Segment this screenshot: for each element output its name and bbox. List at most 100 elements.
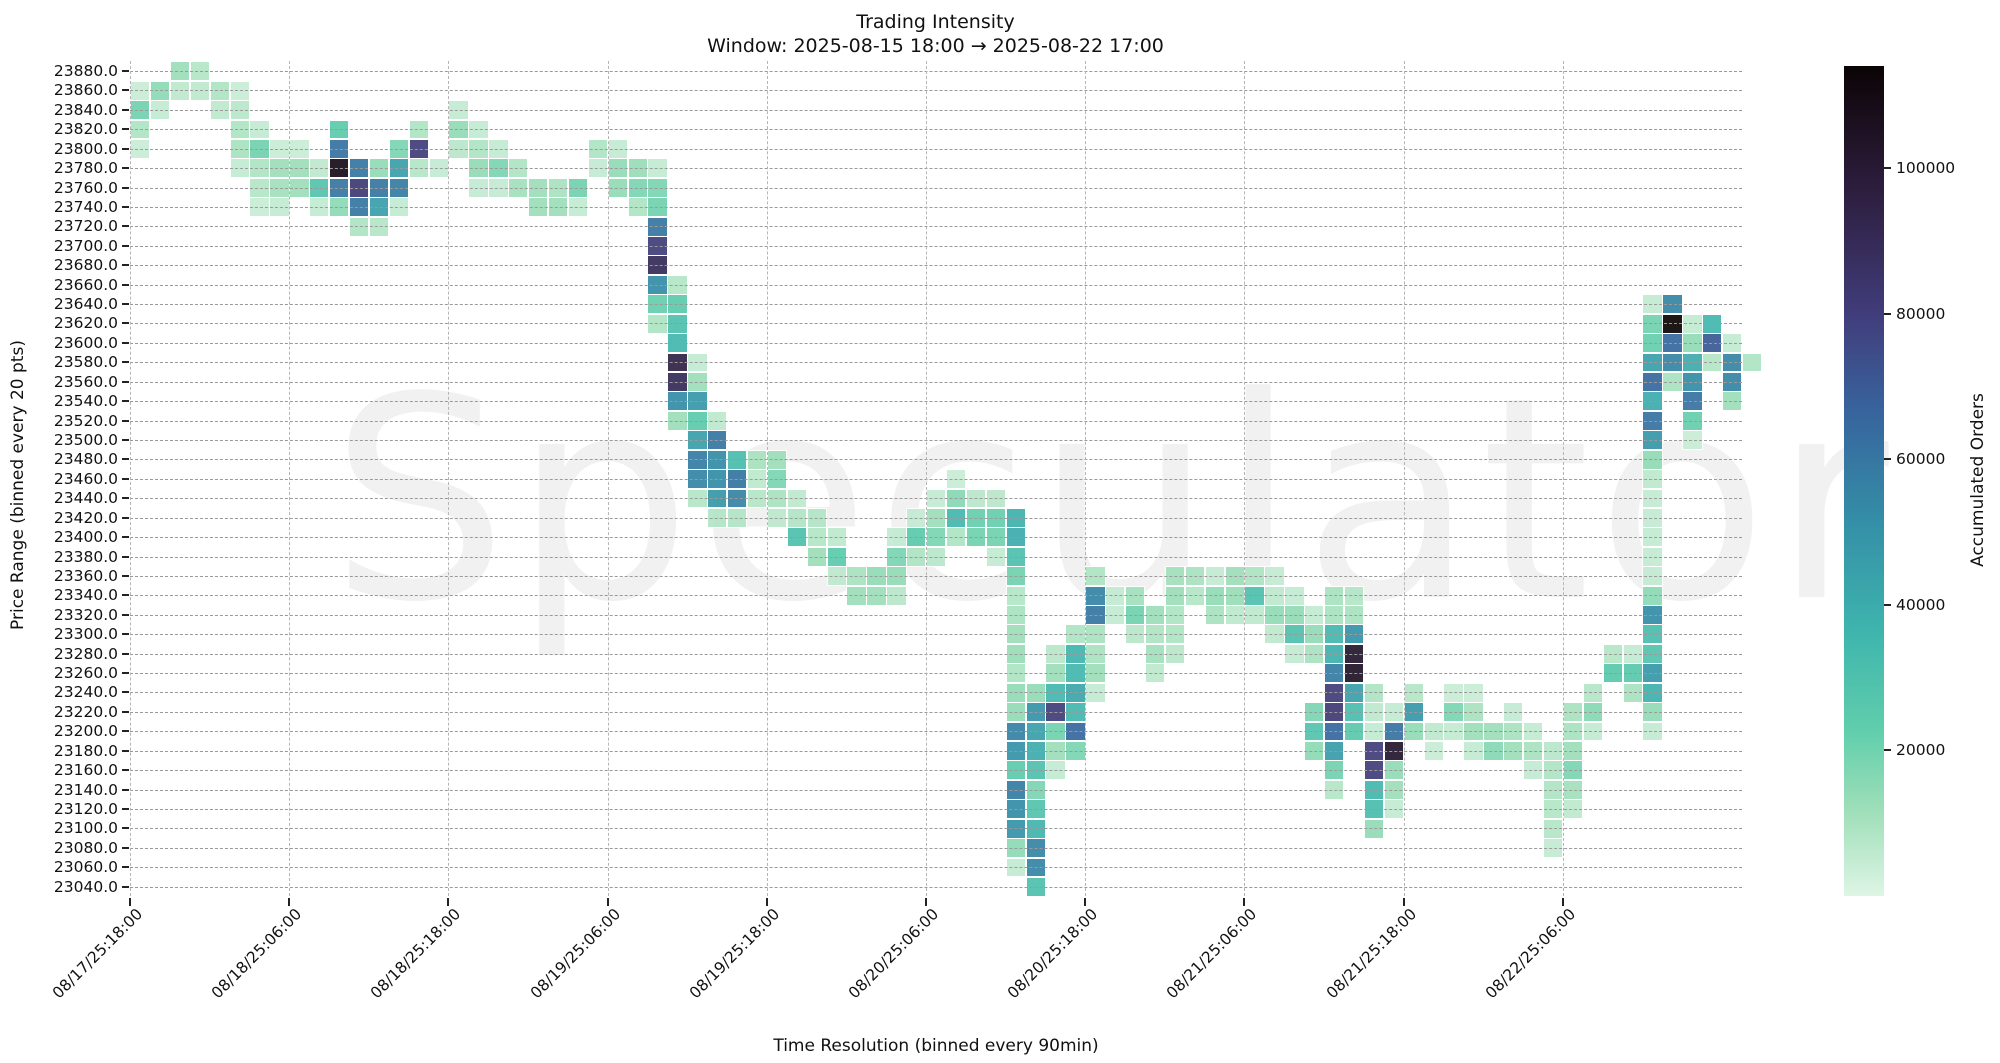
h-gridline — [130, 71, 1742, 72]
x-tick-label: 08/20/25:06:00 — [845, 905, 943, 1003]
chart-subtitle: Window: 2025-08-15 18:00 → 2025-08-22 17… — [707, 35, 1164, 57]
y-tick-mark — [122, 244, 129, 247]
y-tick-label: 23740.0 — [53, 197, 118, 216]
colorbar — [1844, 66, 1884, 896]
y-tick-label: 23280.0 — [53, 644, 118, 663]
v-gridline — [1562, 61, 1564, 896]
h-gridline — [130, 828, 1742, 830]
y-tick-mark — [122, 749, 129, 752]
y-tick-label: 23260.0 — [53, 664, 118, 683]
y-tick-label: 23540.0 — [53, 392, 118, 411]
y-tick-label: 23780.0 — [53, 159, 118, 178]
h-gridline — [130, 770, 1742, 772]
y-tick-label: 23580.0 — [53, 353, 118, 372]
x-tick-mark — [1561, 898, 1564, 906]
h-gridline — [130, 673, 1742, 675]
h-gridline — [130, 537, 1742, 539]
x-tick-label: 08/21/25:18:00 — [1322, 905, 1420, 1003]
v-gridline — [766, 61, 768, 896]
x-tick-mark — [606, 898, 609, 906]
h-gridline — [130, 459, 1742, 461]
y-tick-mark — [122, 303, 129, 306]
y-tick-mark — [122, 438, 129, 441]
y-tick-mark — [122, 477, 129, 480]
h-gridline — [130, 556, 1742, 558]
h-gridline — [130, 517, 1742, 519]
x-tick-mark — [1402, 898, 1405, 906]
y-tick-label: 23180.0 — [53, 741, 118, 760]
h-gridline — [130, 789, 1742, 791]
x-tick-label: 08/19/25:18:00 — [685, 905, 784, 1003]
x-tick-label: 08/18/25:06:00 — [208, 905, 306, 1003]
y-tick-mark — [122, 807, 129, 810]
y-tick-label: 23860.0 — [53, 81, 118, 100]
y-tick-mark — [122, 205, 129, 208]
colorbar-tick-mark — [1884, 166, 1891, 169]
colorbar-tick-mark — [1884, 749, 1891, 752]
y-tick-mark — [122, 536, 129, 539]
colorbar-tick-label: 100000 — [1896, 158, 1956, 177]
y-tick-label: 23800.0 — [53, 139, 118, 158]
y-tick-label: 23680.0 — [53, 256, 118, 275]
y-tick-label: 23120.0 — [53, 799, 118, 818]
h-gridline — [130, 401, 1742, 403]
y-tick-label: 23460.0 — [53, 469, 118, 488]
h-gridline — [130, 323, 1742, 325]
y-tick-label: 23380.0 — [53, 547, 118, 566]
y-tick-mark — [122, 361, 129, 364]
x-tick-label: 08/21/25:06:00 — [1163, 905, 1261, 1003]
h-gridline — [130, 808, 1742, 810]
colorbar-tick-mark — [1884, 312, 1891, 315]
v-gridline — [289, 61, 291, 896]
y-tick-mark — [122, 89, 129, 92]
h-gridline — [130, 381, 1742, 383]
x-tick-mark — [1084, 898, 1087, 906]
y-tick-label: 23440.0 — [53, 489, 118, 508]
y-tick-mark — [122, 458, 129, 461]
y-tick-mark — [122, 516, 129, 519]
h-gridline — [130, 595, 1742, 597]
colorbar-tick-mark — [1884, 458, 1891, 461]
h-gridline — [130, 226, 1742, 228]
x-tick-label: 08/20/25:18:00 — [1004, 905, 1102, 1003]
y-tick-mark — [122, 710, 129, 713]
v-gridline — [926, 61, 927, 896]
y-tick-mark — [122, 283, 129, 286]
v-gridline — [1403, 61, 1405, 896]
colorbar-label: Accumulated Orders — [1968, 393, 1988, 567]
h-gridline — [130, 168, 1742, 170]
y-tick-label: 23040.0 — [53, 877, 118, 896]
y-tick-mark — [122, 128, 129, 131]
y-tick-mark — [122, 866, 129, 869]
y-tick-mark — [122, 186, 129, 189]
y-tick-mark — [122, 827, 129, 830]
h-gridline — [130, 634, 1742, 636]
y-tick-label: 23060.0 — [53, 858, 118, 877]
x-tick-mark — [925, 898, 927, 906]
y-tick-mark — [122, 769, 129, 772]
y-tick-label: 23820.0 — [53, 120, 118, 139]
colorbar-tick-label: 40000 — [1896, 595, 1946, 614]
x-tick-label: 08/17/25:18:00 — [49, 905, 147, 1003]
y-tick-mark — [122, 400, 129, 403]
x-tick-mark — [288, 898, 291, 906]
y-tick-label: 23500.0 — [53, 430, 118, 449]
y-tick-label: 23320.0 — [53, 605, 118, 624]
x-tick-label: 08/18/25:18:00 — [367, 905, 465, 1003]
h-gridline — [130, 439, 1742, 441]
y-tick-label: 23480.0 — [53, 450, 118, 469]
h-gridline — [130, 575, 1742, 577]
colorbar-tick-label: 20000 — [1896, 741, 1946, 760]
y-tick-mark — [122, 264, 129, 267]
x-axis-label: Time Resolution (binned every 90min) — [773, 1036, 1099, 1056]
h-gridline — [130, 653, 1742, 655]
y-tick-label: 23100.0 — [53, 819, 118, 838]
heatmap-plot-area: Speculator — [130, 61, 1889, 897]
y-tick-label: 23220.0 — [53, 702, 118, 721]
h-gridline — [130, 420, 1742, 422]
x-tick-mark — [765, 898, 768, 906]
y-tick-mark — [122, 108, 129, 111]
y-tick-label: 23640.0 — [53, 295, 118, 314]
h-gridline — [130, 711, 1742, 713]
y-tick-mark — [122, 380, 129, 383]
